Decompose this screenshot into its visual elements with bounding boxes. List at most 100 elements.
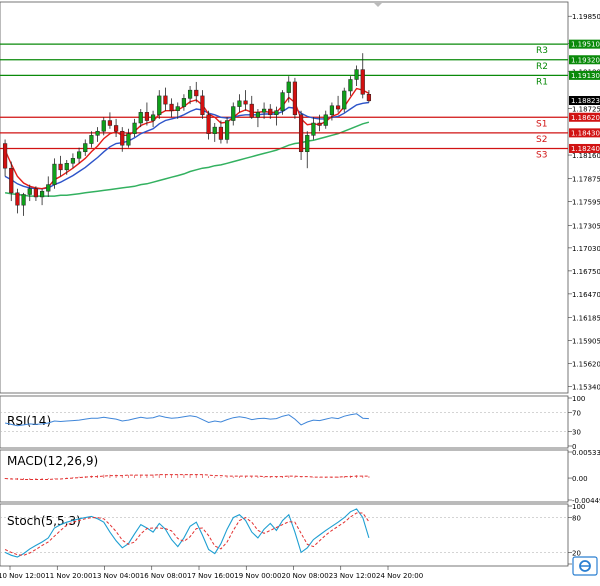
candle-body [58, 163, 63, 171]
candle-body [181, 98, 187, 107]
candle-body [280, 92, 285, 111]
candle-body [261, 108, 267, 113]
time-tick-label: 13 Nov 04:00 [93, 572, 140, 580]
candle-body [70, 158, 76, 164]
level-price-label: 1.19130 [571, 72, 600, 80]
rsi-tick-label: 70 [572, 409, 581, 417]
candle-body [21, 194, 26, 206]
price-tick-label: 1.16185 [572, 314, 600, 322]
candle-body [2, 143, 8, 169]
level-name-s1: S1 [536, 119, 547, 129]
macd-panel[interactable]: MACD(12,26,9) 0.005338 0.00 -0.004497 [0, 449, 600, 505]
stoch-d-path [4, 512, 370, 556]
current-price-label: 1.18823 [571, 97, 600, 105]
time-tick-label: 19 Nov 00:00 [234, 572, 281, 580]
stoch-panel-frame [0, 503, 569, 567]
price-tick-label: 1.16470 [572, 291, 600, 299]
candle-body [212, 126, 217, 134]
price-tick-label: 1.15905 [572, 337, 600, 345]
level-price-label: 1.18430 [571, 129, 600, 137]
ma-mid-path [4, 101, 369, 190]
rsi-panel-frame [0, 395, 569, 449]
level-price-box [569, 128, 600, 138]
candle-body [27, 188, 32, 195]
ma-mid-line [4, 101, 369, 190]
price-tick-label: 1.17030 [572, 245, 600, 253]
candle-body [76, 151, 82, 159]
chart-shift-marker[interactable] [374, 3, 382, 7]
price-tick-label: 1.19850 [572, 13, 600, 21]
price-tick-label: 1.15620 [572, 361, 600, 369]
level-price-box [569, 55, 600, 65]
candle-body [107, 120, 113, 126]
candle-body [348, 79, 353, 92]
stoch-panel[interactable]: Stoch(5,5,3) 10080200 [0, 503, 585, 569]
macd-tick-label: -0.004497 [572, 497, 600, 505]
macd-tick-label: 0.00 [572, 475, 588, 483]
price-tick-label: 1.17875 [572, 175, 600, 183]
time-axis: 10 Nov 12:00 11 Nov 20:00 13 Nov 04:00 16 N… [0, 566, 423, 580]
rsi-path [4, 413, 369, 427]
price-panel[interactable]: 1.198501.195201.191801.187251.181601.178… [0, 1, 600, 394]
time-tick-label: 17 Nov 16:00 [187, 572, 234, 580]
candle-body [237, 100, 242, 107]
price-tick-label: 1.18725 [572, 106, 600, 114]
candle-body [83, 143, 88, 153]
price-tick-label: 1.15340 [572, 384, 600, 392]
candle-body [95, 130, 100, 136]
candle-body [323, 114, 328, 126]
candle-body [33, 188, 39, 198]
rsi-panel[interactable]: RSI(14) 100 70 30 0 [0, 395, 585, 451]
stoch-lines [4, 508, 370, 558]
candle-body [354, 69, 359, 80]
level-name-s3: S3 [536, 150, 547, 160]
rsi-tick-label: 30 [572, 429, 581, 437]
macd-axis: 0.005338 0.00 -0.004497 [568, 449, 600, 505]
level-price-label: 1.19510 [571, 41, 600, 49]
candle-body [311, 122, 316, 136]
time-tick-label: 23 Nov 12:00 [329, 572, 376, 580]
price-tick-label: 1.17305 [572, 222, 600, 230]
level-name-r2: R2 [536, 62, 548, 72]
candle-body [89, 135, 94, 144]
candle-body [101, 120, 106, 132]
pivot-levels: R3 1.19510 R2 1.19320 R1 1.19130 S1 1.18620 S2 1.… [0, 39, 600, 160]
candle-body [194, 89, 199, 97]
stoch-tick-label: 80 [572, 515, 581, 523]
level-price-box [569, 112, 600, 122]
price-tick-label: 1.18160 [572, 152, 600, 160]
rsi-tick-label: 0 [572, 443, 576, 451]
top-marker [374, 3, 382, 7]
rsi-axis: 100 70 30 0 [0, 395, 585, 451]
candle-body [329, 105, 335, 116]
candle-body [298, 114, 304, 153]
candle-body [150, 114, 156, 121]
rsi-title: RSI(14) [7, 414, 51, 428]
price-panel-frame [0, 1, 569, 394]
candle-body [157, 95, 162, 116]
stoch-tick-label: 20 [572, 549, 581, 557]
candlesticks [2, 53, 372, 216]
candle-body [268, 108, 273, 116]
candle-body [274, 110, 279, 116]
macd-panel-frame [0, 449, 569, 503]
candle-body [218, 126, 224, 140]
price-tick-label: 1.16750 [572, 268, 600, 276]
rsi-tick-label: 100 [572, 395, 585, 403]
candle-body [113, 125, 119, 132]
time-tick-label: 11 Nov 20:00 [45, 572, 92, 580]
candle-body [138, 112, 143, 124]
candle-body [231, 106, 236, 121]
candle-body [120, 130, 125, 146]
autoscroll-icon[interactable] [572, 556, 598, 576]
stoch-tick-label: 100 [572, 503, 585, 511]
candle-body [39, 190, 45, 198]
candle-body [132, 122, 137, 134]
level-price-box [569, 143, 600, 153]
level-price-box [569, 39, 600, 49]
candle-body [360, 69, 365, 95]
candle-body [144, 112, 150, 121]
time-tick-label: 24 Nov 20:00 [376, 572, 423, 580]
candle-body [169, 103, 174, 111]
